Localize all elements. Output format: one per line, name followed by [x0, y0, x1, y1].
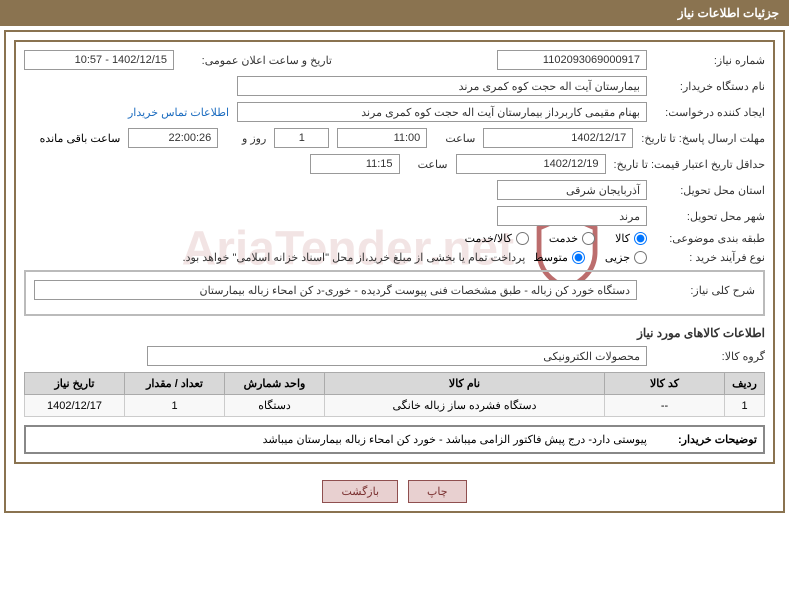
subject-class-label: طبقه بندی موضوعی: — [655, 232, 765, 245]
th-date: تاریخ نیاز — [25, 373, 125, 395]
purchase-type-label: نوع فرآیند خرید : — [655, 251, 765, 264]
button-row: چاپ بازگشت — [6, 472, 783, 511]
buyer-contact-link[interactable]: اطلاعات تماس خریدار — [128, 106, 229, 119]
validity-time: 11:15 — [310, 154, 400, 174]
th-name: نام کالا — [325, 373, 605, 395]
need-number-value: 1102093069000917 — [497, 50, 647, 70]
back-button[interactable]: بازگشت — [322, 480, 398, 503]
announce-value: 1402/12/15 - 10:57 — [24, 50, 174, 70]
td-qty: 1 — [125, 395, 225, 417]
goods-table: ردیف کد کالا نام کالا واحد شمارش تعداد /… — [24, 372, 765, 417]
th-code: کد کالا — [605, 373, 725, 395]
goods-group-label: گروه کالا: — [655, 350, 765, 363]
buyer-notes-value: پیوستی دارد- درج پیش فاکتور الزامی میباش… — [32, 433, 647, 446]
row-requester: ایجاد کننده درخواست: بهنام مقیمی کاربردا… — [24, 102, 765, 122]
purchase-type-option-1[interactable]: متوسط — [533, 251, 585, 264]
details-panel: AriaTender.net شماره نیاز: 1102093069000… — [14, 40, 775, 464]
row-need-number: شماره نیاز: 1102093069000917 تاریخ و ساع… — [24, 50, 765, 70]
subject-class-radio-2[interactable] — [516, 232, 529, 245]
td-date: 1402/12/17 — [25, 395, 125, 417]
subject-class-radio-0[interactable] — [634, 232, 647, 245]
th-qty: تعداد / مقدار — [125, 373, 225, 395]
td-name: دستگاه فشرده ساز زباله خانگی — [325, 395, 605, 417]
row-subject-class: طبقه بندی موضوعی: کالا خدمت کالا/خدمت — [24, 232, 765, 245]
td-row: 1 — [725, 395, 765, 417]
row-goods-group: گروه کالا: محصولات الکترونیکی — [24, 346, 765, 366]
announce-label: تاریخ و ساعت اعلان عمومی: — [182, 54, 332, 67]
need-desc-label: شرح کلی نیاز: — [645, 284, 755, 297]
response-time: 11:00 — [337, 128, 427, 148]
panel-header: جزئیات اطلاعات نیاز — [0, 0, 789, 26]
province-label: استان محل تحویل: — [655, 184, 765, 197]
city-value: مرند — [497, 206, 647, 226]
panel-title: جزئیات اطلاعات نیاز — [678, 6, 779, 20]
outer-panel: AriaTender.net شماره نیاز: 1102093069000… — [4, 30, 785, 513]
validity-date: 1402/12/19 — [456, 154, 606, 174]
validity-label: حداقل تاریخ اعتبار قیمت: تا تاریخ: — [614, 158, 765, 171]
purchase-type-radio-1[interactable] — [572, 251, 585, 264]
province-value: آذربایجان شرقی — [497, 180, 647, 200]
row-response-deadline: مهلت ارسال پاسخ: تا تاریخ: 1402/12/17 سا… — [24, 128, 765, 148]
response-countdown: 22:00:26 — [128, 128, 218, 148]
row-buyer-org: نام دستگاه خریدار: بیمارستان آیت اله حجت… — [24, 76, 765, 96]
subject-class-option-1[interactable]: خدمت — [549, 232, 595, 245]
subject-class-option-2[interactable]: کالا/خدمت — [465, 232, 529, 245]
response-days-label: روز و — [226, 132, 266, 145]
row-city: شهر محل تحویل: مرند — [24, 206, 765, 226]
purchase-type-option-0[interactable]: جزیی — [605, 251, 647, 264]
row-purchase-type: نوع فرآیند خرید : جزیی متوسط پرداخت تمام… — [24, 251, 765, 264]
buyer-org-value: بیمارستان آیت اله حجت کوه کمری مرند — [237, 76, 647, 96]
buyer-org-label: نام دستگاه خریدار: — [655, 80, 765, 93]
goods-group-value: محصولات الکترونیکی — [147, 346, 647, 366]
row-province: استان محل تحویل: آذربایجان شرقی — [24, 180, 765, 200]
purchase-type-note: پرداخت تمام یا بخشی از مبلغ خرید،از محل … — [183, 251, 526, 264]
print-button[interactable]: چاپ — [408, 480, 467, 503]
validity-time-label: ساعت — [408, 158, 448, 171]
table-row: 1 -- دستگاه فشرده ساز زباله خانگی دستگاه… — [25, 395, 765, 417]
response-date: 1402/12/17 — [483, 128, 633, 148]
buyer-notes-box: توضیحات خریدار: پیوستی دارد- درج پیش فاک… — [24, 425, 765, 454]
requester-label: ایجاد کننده درخواست: — [655, 106, 765, 119]
td-unit: دستگاه — [225, 395, 325, 417]
th-row: ردیف — [725, 373, 765, 395]
table-header-row: ردیف کد کالا نام کالا واحد شمارش تعداد /… — [25, 373, 765, 395]
purchase-type-radio-0[interactable] — [634, 251, 647, 264]
th-unit: واحد شمارش — [225, 373, 325, 395]
response-remaining-label: ساعت باقی مانده — [40, 132, 121, 145]
need-desc-value: دستگاه خورد کن زباله - طبق مشخصات فنی پی… — [34, 280, 637, 300]
need-number-label: شماره نیاز: — [655, 54, 765, 67]
subject-class-option-0[interactable]: کالا — [615, 232, 647, 245]
goods-info-title: اطلاعات کالاهای مورد نیاز — [24, 326, 765, 340]
row-validity-deadline: حداقل تاریخ اعتبار قیمت: تا تاریخ: 1402/… — [24, 154, 765, 174]
city-label: شهر محل تحویل: — [655, 210, 765, 223]
response-deadline-label: مهلت ارسال پاسخ: تا تاریخ: — [641, 132, 765, 145]
subject-class-radio-1[interactable] — [582, 232, 595, 245]
buyer-notes-label: توضیحات خریدار: — [657, 433, 757, 446]
requester-value: بهنام مقیمی کاربرداز بیمارستان آیت اله ح… — [237, 102, 647, 122]
response-days: 1 — [274, 128, 329, 148]
response-time-label: ساعت — [435, 132, 475, 145]
td-code: -- — [605, 395, 725, 417]
need-desc-panel: شرح کلی نیاز: دستگاه خورد کن زباله - طبق… — [24, 270, 765, 316]
